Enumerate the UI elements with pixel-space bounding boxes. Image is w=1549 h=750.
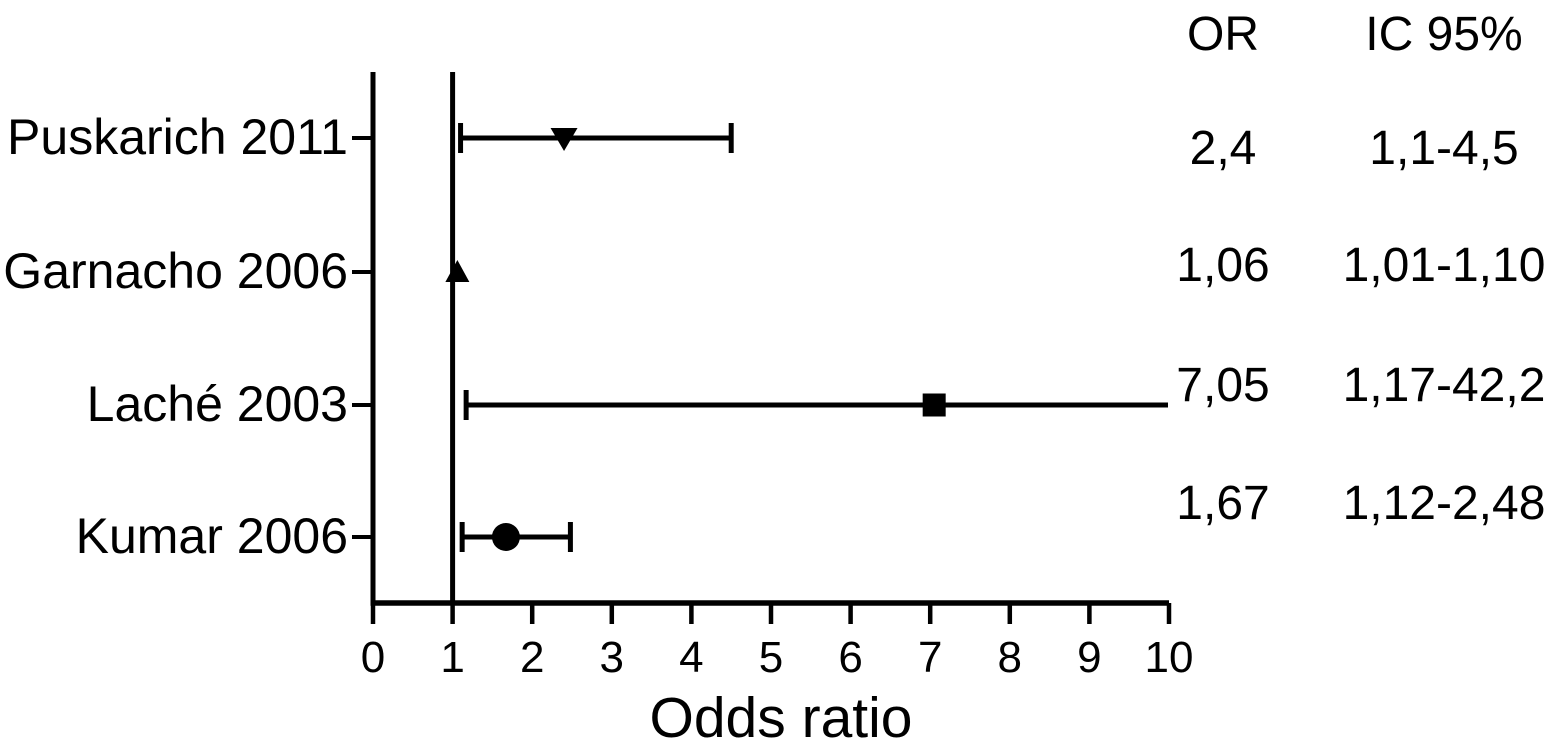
or-value: 1,67 xyxy=(1176,477,1269,530)
y-axis-row-ticks xyxy=(352,136,373,539)
confidence-interval-bars xyxy=(453,123,1168,552)
x-axis-ticks xyxy=(370,603,1172,624)
ci-value: 1,1-4,5 xyxy=(1369,122,1518,175)
results-table: OR IC 95% 2,4 1,1-4,5 1,06 1,01-1,10 7,0… xyxy=(1176,8,1545,530)
x-axis-tick-labels: 0 1 2 3 4 5 6 7 8 9 10 xyxy=(361,633,1194,682)
study-label: Garnacho 2006 xyxy=(3,243,348,299)
ci-value: 1,01-1,10 xyxy=(1343,239,1546,292)
x-tick-label: 8 xyxy=(998,633,1022,682)
x-tick-label: 3 xyxy=(600,633,624,682)
axes xyxy=(370,72,1169,606)
x-tick-label: 10 xyxy=(1145,633,1194,682)
study-markers xyxy=(445,128,946,551)
ci-value: 1,17-42,2 xyxy=(1343,359,1546,412)
study-label: Puskarich 2011 xyxy=(7,109,348,165)
x-tick-label: 0 xyxy=(361,633,385,682)
x-tick-label: 4 xyxy=(679,633,703,682)
or-value: 7,05 xyxy=(1176,359,1269,412)
or-value: 1,06 xyxy=(1176,239,1269,292)
x-tick-label: 9 xyxy=(1077,633,1101,682)
marker-triangle-up xyxy=(445,260,470,282)
marker-triangle-down xyxy=(550,128,578,151)
study-label: Kumar 2006 xyxy=(76,508,348,564)
x-tick-label: 5 xyxy=(759,633,783,682)
x-tick-label: 7 xyxy=(918,633,942,682)
x-tick-label: 6 xyxy=(838,633,862,682)
x-tick-label: 2 xyxy=(520,633,544,682)
or-column-header: OR xyxy=(1187,8,1259,61)
marker-circle xyxy=(491,523,520,551)
ci-column-header: IC 95% xyxy=(1365,8,1522,61)
study-labels: Puskarich 2011 Garnacho 2006 Laché 2003 … xyxy=(3,109,348,564)
marker-square xyxy=(922,393,946,417)
x-tick-label: 1 xyxy=(440,633,464,682)
ci-value: 1,12-2,48 xyxy=(1343,477,1546,530)
or-value: 2,4 xyxy=(1190,122,1257,175)
study-label: Laché 2003 xyxy=(87,376,348,432)
x-axis-title: Odds ratio xyxy=(650,686,913,750)
